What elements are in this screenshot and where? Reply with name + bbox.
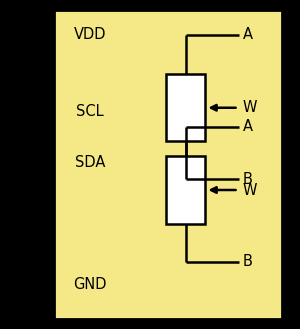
Text: W: W (243, 183, 257, 198)
Text: A: A (243, 27, 253, 42)
Bar (167, 74, 206, 141)
Text: GND: GND (73, 277, 107, 292)
Text: VDD: VDD (74, 27, 106, 42)
Text: B: B (243, 172, 253, 187)
Bar (167, 156, 206, 224)
Text: A: A (243, 119, 253, 134)
Text: B: B (243, 254, 253, 269)
Bar (54, 10, 282, 319)
Text: W: W (243, 100, 257, 115)
Text: SCL: SCL (76, 104, 104, 119)
Text: SDA: SDA (75, 155, 105, 170)
